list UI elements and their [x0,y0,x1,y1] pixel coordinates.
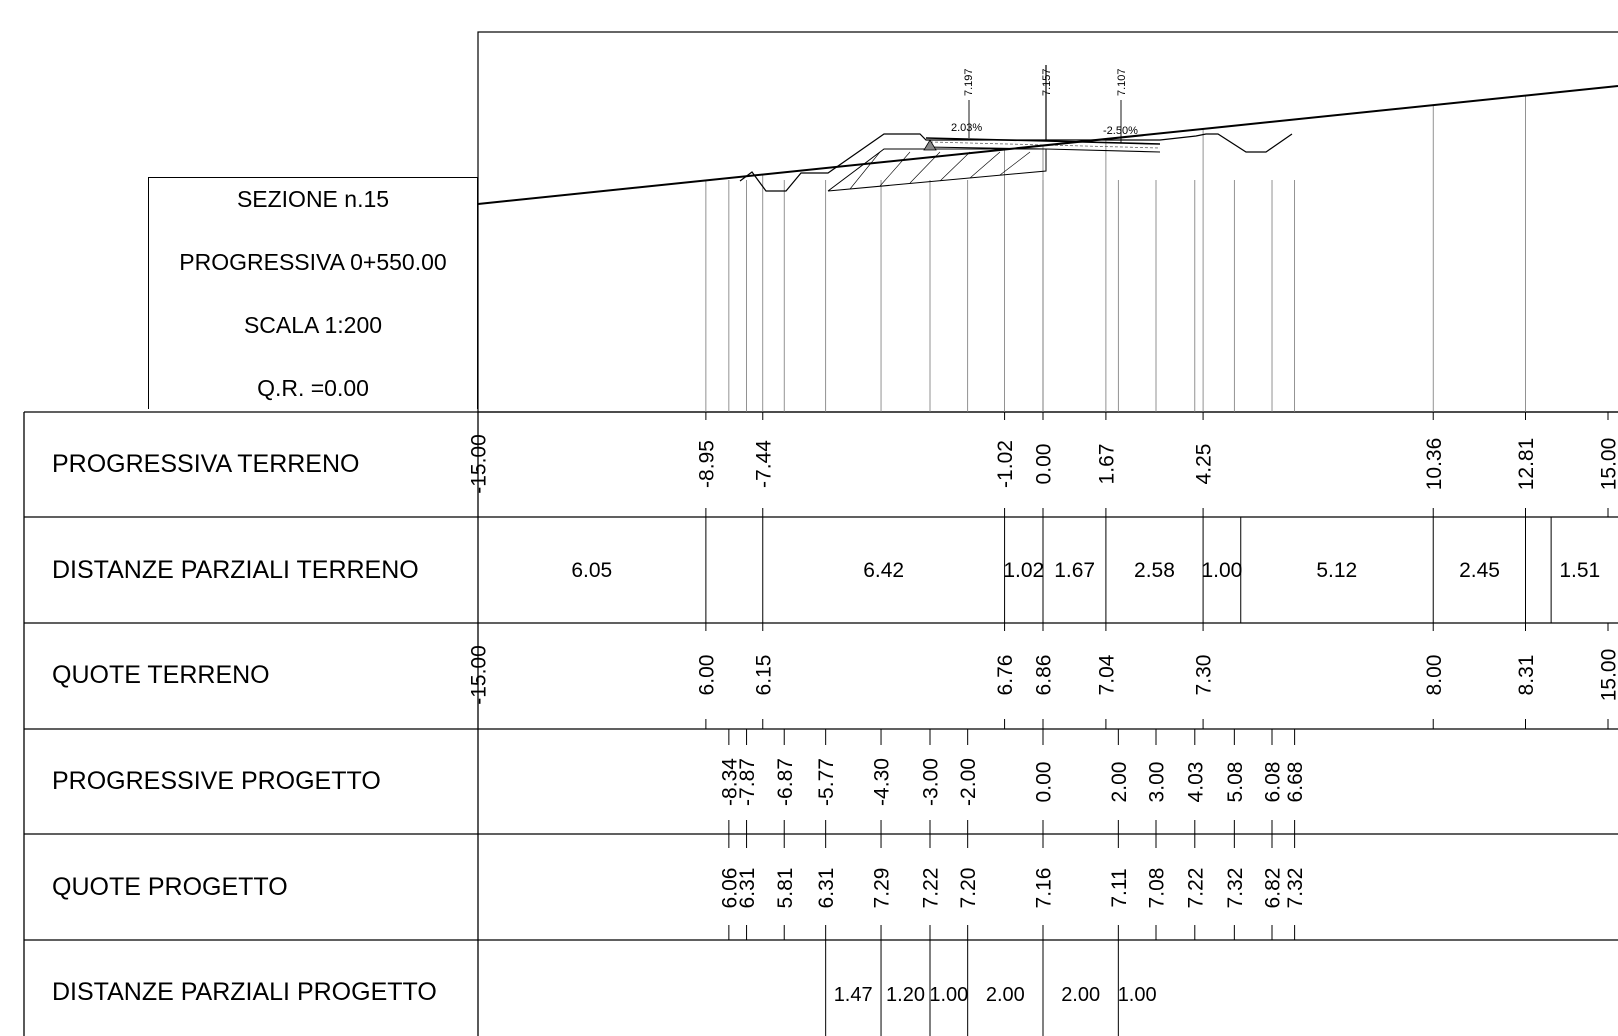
project-elevation-label: 7.22 [920,868,943,909]
project-progressive-label: -2.00 [957,758,980,806]
project-elevation-label: 6.82 [1262,868,1285,909]
terrain-progressive-label: 12.81 [1515,438,1538,491]
data-table-grid [23,411,1618,1036]
section-scale: SCALA 1:200 [243,312,383,338]
project-progressive-label: 3.00 [1146,762,1169,803]
slope-right-label: -2.50% [1103,125,1138,137]
project-elevation-label: 7.29 [871,868,894,909]
project-elevation-label: 6.31 [815,868,838,909]
project-progressive-label: -8.34 [718,758,741,806]
terrain-distance-label: 6.42 [863,559,904,582]
project-elevation-label: 7.32 [1224,868,1247,909]
terrain-distance-label: 1.02 [1003,559,1044,582]
project-elevation-label: 7.20 [957,868,980,909]
row-label-distanze-terreno: DISTANZE PARZIALI TERRENO [52,556,419,584]
elevation-axis-label: 7.157 [1041,68,1053,96]
terrain-distance-label: 6.05 [571,559,612,582]
project-elevation-label: 5.81 [774,868,797,909]
project-progressive-label: -7.87 [736,758,759,806]
terrain-progressive-label: 0.00 [1033,444,1056,485]
terrain-progressive-label: -1.02 [994,440,1017,488]
terrain-distance-label: 1.51 [1559,559,1600,582]
project-distance-label: 1.47 [834,984,873,1006]
project-elevation-label: 6.31 [736,868,759,909]
project-progressive-label: 2.00 [1108,762,1131,803]
fill-hatching [849,151,1031,190]
terrain-progressive-label: -8.95 [695,440,718,488]
row-label-progressiva-terreno: PROGRESSIVA TERRENO [52,450,360,478]
reference-elevation: Q.R. =0.00 [257,375,369,401]
terrain-elevation-label: 8.00 [1423,655,1446,696]
terrain-distance-label: 1.67 [1054,559,1095,582]
project-distance-values: 1.47 1.20 1.00 2.00 2.00 1.00 [825,940,1157,1036]
elevation-right-label: 7.107 [1116,68,1128,96]
terrain-elevation-label: 7.30 [1193,655,1216,696]
terrain-distance-values: 6.05 6.42 1.02 1.67 2.58 1.00 5.12 2.45 1.51 [571,517,1600,623]
terrain-elevation-label: 7.04 [1095,654,1118,695]
project-section [739,65,1293,192]
kerb-triangle [923,139,937,151]
terrain-progressive-label: 10.36 [1423,438,1446,491]
project-progressive-label: 5.08 [1224,762,1247,803]
section-number: SEZIONE n.15 [236,186,390,212]
terrain-elevation-label: 6.76 [994,655,1017,696]
terrain-elevation-label: 6.86 [1033,655,1056,696]
project-elevation-label: 7.08 [1146,868,1169,909]
terrain-progressive-label: 15.00 [1598,438,1618,491]
project-elevation-label: 7.11 [1108,868,1131,907]
project-progressive-label: 6.68 [1284,762,1307,803]
project-progressive-label: 0.00 [1033,762,1056,803]
project-distance-label: 1.00 [1118,984,1157,1006]
project-distance-label: 2.00 [1061,984,1100,1006]
terrain-distance-label: 2.45 [1459,559,1500,582]
embankment-outline [739,133,1293,192]
section-progressive: PROGRESSIVA 0+550.00 [179,249,447,275]
project-progressive-label: -5.77 [815,758,838,806]
row-label-progressive-progetto: PROGRESSIVE PROGETTO [52,767,381,795]
elevation-left-label: 7.197 [963,68,975,96]
terrain-progressive-label: -15.00 [468,434,491,494]
project-elevation-label: 7.32 [1284,868,1307,909]
terrain-progressive-values: -15.00 -8.95 -7.44 -1.02 0.00 1.67 4.25 10.36 12… [468,412,1618,517]
terrain-progressive-label: 4.25 [1193,444,1216,485]
row-label-quote-terreno: QUOTE TERRENO [52,661,270,689]
slope-left-label: 2.03% [951,122,982,134]
project-progressive-label: -6.87 [774,758,797,806]
project-progressive-label: -4.30 [871,758,894,806]
project-elevation-label: 7.22 [1184,868,1207,909]
terrain-progressive-label: 1.67 [1095,444,1118,485]
title-block: SEZIONE n.15 PROGRESSIVA 0+550.00 SCALA … [148,177,478,409]
terrain-line [477,85,1618,205]
guide-lines [705,95,1526,412]
project-progressive-label: -3.00 [920,758,943,806]
terrain-progressive-label: -7.44 [752,440,775,488]
terrain-elevation-label: 6.00 [695,655,718,696]
project-progressive-values: -8.34-7.87 -6.87 -5.77 -4.30 -3.00 -2.00 0.00 2… [718,729,1307,834]
pavement-bottom [925,146,1161,153]
project-progressive-label: 4.03 [1184,762,1207,803]
row-label-quote-progetto: QUOTE PROGETTO [52,873,288,901]
terrain-elevation-label: 15.00 [1598,649,1618,702]
terrain-distance-label: 1.00 [1201,559,1242,582]
terrain-distance-label: 2.58 [1134,559,1175,582]
terrain-elevation-values: -15.00 6.00 6.15 6.76 6.86 7.04 7.30 8.00 8.31 15… [468,623,1618,729]
project-distance-label: 1.00 [929,984,968,1006]
project-progressive-label: 6.08 [1262,762,1285,803]
row-label-distanze-progetto: DISTANZE PARZIALI PROGETTO [52,978,437,1006]
project-distance-label: 2.00 [986,984,1025,1006]
project-elevation-label: 7.16 [1033,868,1056,909]
project-distance-label: 1.20 [886,984,925,1006]
terrain-elevation-label: -15.00 [468,645,491,705]
project-elevation-values: 6.066.31 5.81 6.31 7.29 7.22 7.20 7.16 7.11 7.08… [718,834,1307,940]
terrain-elevation-label: 6.15 [752,655,775,696]
project-elevation-label: 6.06 [718,868,741,909]
terrain-distance-label: 5.12 [1316,559,1357,582]
terrain-elevation-label: 8.31 [1515,655,1538,696]
